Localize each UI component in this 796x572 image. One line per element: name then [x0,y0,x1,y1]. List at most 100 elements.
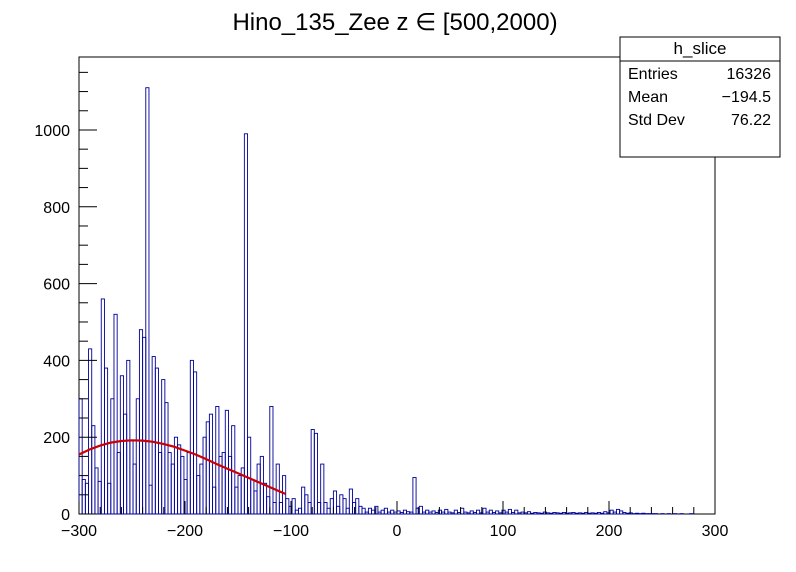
histogram-bin [450,512,455,515]
histogram-bin [253,490,258,515]
histogram-bin [441,511,446,515]
histogram-bin [488,509,493,515]
histogram-bin [491,512,497,515]
histogram-bin [183,478,188,515]
histogram-bin [603,511,608,515]
histogram-bin [272,502,277,515]
histogram-bin [221,452,226,515]
histogram-bin [485,511,490,515]
histogram-bin [81,478,86,515]
histogram-bin [612,511,617,515]
histogram-bin [132,463,137,515]
histogram-bin [145,87,150,515]
y-tick-label: 600 [43,277,70,294]
histogram-bin [205,421,210,515]
histogram-bin [91,425,96,515]
histogram-bin [507,508,512,515]
histogram-bin [437,509,442,515]
histogram-bin [142,336,147,515]
histogram-bin [625,512,630,515]
histogram-bin [367,507,373,515]
histogram-bin [476,509,481,515]
histogram-bin [402,509,407,515]
histogram-bin [116,452,121,515]
histogram-bin [526,511,532,515]
histogram-bin [177,444,182,515]
histogram-bin [148,484,153,515]
x-tick-label: 300 [702,523,729,540]
histogram-bin [202,436,207,515]
stats-mean-label: Mean [628,89,668,106]
histogram-bin [164,402,169,515]
histogram-bin [609,509,614,515]
histogram-bin [310,429,315,515]
histogram-bin [304,494,309,515]
y-tick-label: 400 [43,353,70,370]
histogram-bin [199,463,204,515]
histogram-bin [301,486,306,515]
histogram-bin [256,463,261,515]
y-axis: 0 200 400 600 800 1000 [34,71,97,524]
histogram-bin [511,512,516,515]
histogram-bin [234,486,239,515]
stats-mean-value: −194.5 [722,89,771,106]
histogram-bin [285,498,290,515]
histogram-bin [247,436,252,515]
histogram-bin [313,432,318,515]
histogram-bin [358,505,363,515]
histogram-bin [580,512,586,515]
stats-entries-label: Entries [628,66,678,83]
histogram-bin [103,367,109,515]
histogram-bin [428,511,433,515]
histogram-bin [383,507,388,515]
histogram-bin [546,512,551,515]
histogram-bin [269,406,274,515]
histogram-bin [243,133,248,515]
histogram-bin [479,512,484,515]
histogram-bin [170,463,175,515]
histogram-bin [482,507,487,515]
histogram-bin [615,508,621,515]
histogram-bin [542,511,547,515]
x-tick-label: 0 [393,523,402,540]
x-tick-label: 100 [490,523,517,540]
histogram-bin [342,498,347,515]
histogram-bin [138,329,144,515]
histogram-bin [135,398,140,515]
histogram-bin [412,477,417,515]
histogram-bin [332,490,338,515]
stats-stddev-value: 76.22 [731,112,771,129]
histogram-bin [415,507,420,515]
histogram-bin [320,463,325,515]
histogram-bin [193,371,198,515]
histogram-bin [498,512,503,515]
chart-title: Hino_135_Zee z ∈ [500,2000) [232,9,557,36]
histogram-bin [107,482,112,515]
stats-stddev-label: Std Dev [628,112,685,129]
histogram-bin [561,512,566,515]
histogram-bin [278,502,283,515]
histogram-bin [123,413,128,515]
histogram-bin [186,452,191,515]
histogram-bin [345,507,350,515]
histogram-bin [374,505,379,515]
histogram-bin [88,348,93,515]
x-tick-label: 200 [596,523,623,540]
histogram-bin [434,512,439,515]
histogram-bin [288,505,293,515]
histogram-bin [565,512,570,515]
histogram-bin [119,375,124,515]
histogram-bin [447,511,452,515]
histogram-bin [97,480,102,515]
histogram-bin [549,512,554,515]
histogram-bin [250,478,255,515]
histogram-bin [514,509,519,515]
histogram-bin [406,511,411,515]
histogram-bin [167,452,172,515]
histogram-bin [339,494,344,515]
histogram-bin [291,498,296,515]
histogram-bin [444,508,449,515]
histogram-bin [590,512,595,515]
histogram-bin [371,509,376,515]
